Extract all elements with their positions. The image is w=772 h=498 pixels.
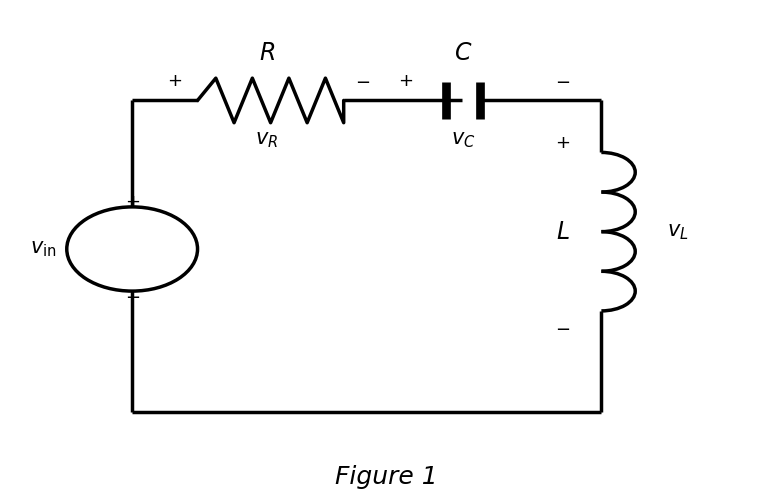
Text: $-$: $-$ <box>555 72 571 90</box>
Text: $C$: $C$ <box>454 41 472 65</box>
Text: $L$: $L$ <box>556 220 570 244</box>
Text: $+$: $+$ <box>555 133 571 151</box>
Text: $v_{\mathrm{in}}$: $v_{\mathrm{in}}$ <box>30 239 57 259</box>
Text: $+$: $+$ <box>124 193 140 211</box>
Text: Figure 1: Figure 1 <box>335 465 437 489</box>
Text: $R$: $R$ <box>259 41 275 65</box>
Text: $v_R$: $v_R$ <box>256 130 279 150</box>
Text: $+$: $+$ <box>167 72 182 90</box>
Text: $-$: $-$ <box>355 72 371 90</box>
Text: $v_C$: $v_C$ <box>451 130 476 150</box>
Text: $+$: $+$ <box>398 72 413 90</box>
Text: $-$: $-$ <box>124 287 140 305</box>
Text: $v_L$: $v_L$ <box>668 222 689 242</box>
Text: $-$: $-$ <box>555 319 571 337</box>
